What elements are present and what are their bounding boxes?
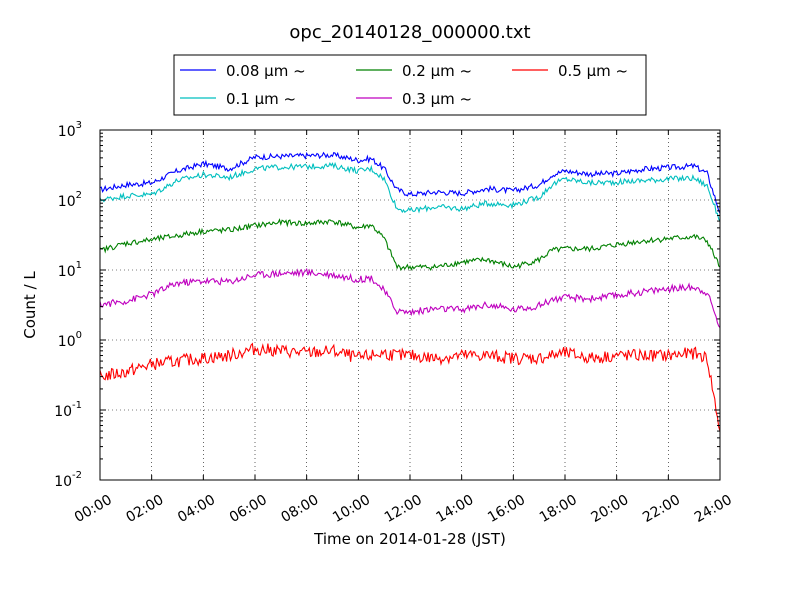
legend-label-3: 0.2 μm ~	[402, 62, 472, 80]
y-tick-exponent: -1	[72, 400, 82, 411]
chart-title: opc_20140128_000000.txt	[289, 22, 530, 43]
grid-layer	[100, 130, 720, 480]
series-line-3	[99, 218, 721, 272]
legend-label-1: 0.08 μm ~	[226, 62, 306, 80]
y-tick-exponent: 3	[76, 120, 82, 131]
series-line-4	[99, 267, 721, 329]
x-axis-label: Time on 2014-01-28 (JST)	[313, 530, 506, 548]
y-tick-exponent: 1	[76, 260, 82, 271]
y-tick-exponent: 0	[76, 330, 82, 341]
legend-frame	[173, 54, 647, 116]
legend-label-2: 0.1 μm ~	[226, 90, 296, 108]
legend: 0.08 μm ~ 0.1 μm ~ 0.2 μm ~ 0.3 μm ~ 0.5 μm …	[173, 54, 647, 116]
legend-label-5: 0.5 μm ~	[558, 62, 628, 80]
y-tick-exponent: 2	[76, 190, 82, 201]
y-tick-exponent: -2	[72, 470, 82, 481]
y-axis-label: Count / L	[21, 271, 39, 339]
series-line-2	[99, 161, 721, 222]
series-line-5	[99, 342, 721, 432]
legend-label-4: 0.3 μm ~	[402, 90, 472, 108]
series-layer	[99, 151, 721, 432]
series-line-1	[99, 151, 721, 214]
